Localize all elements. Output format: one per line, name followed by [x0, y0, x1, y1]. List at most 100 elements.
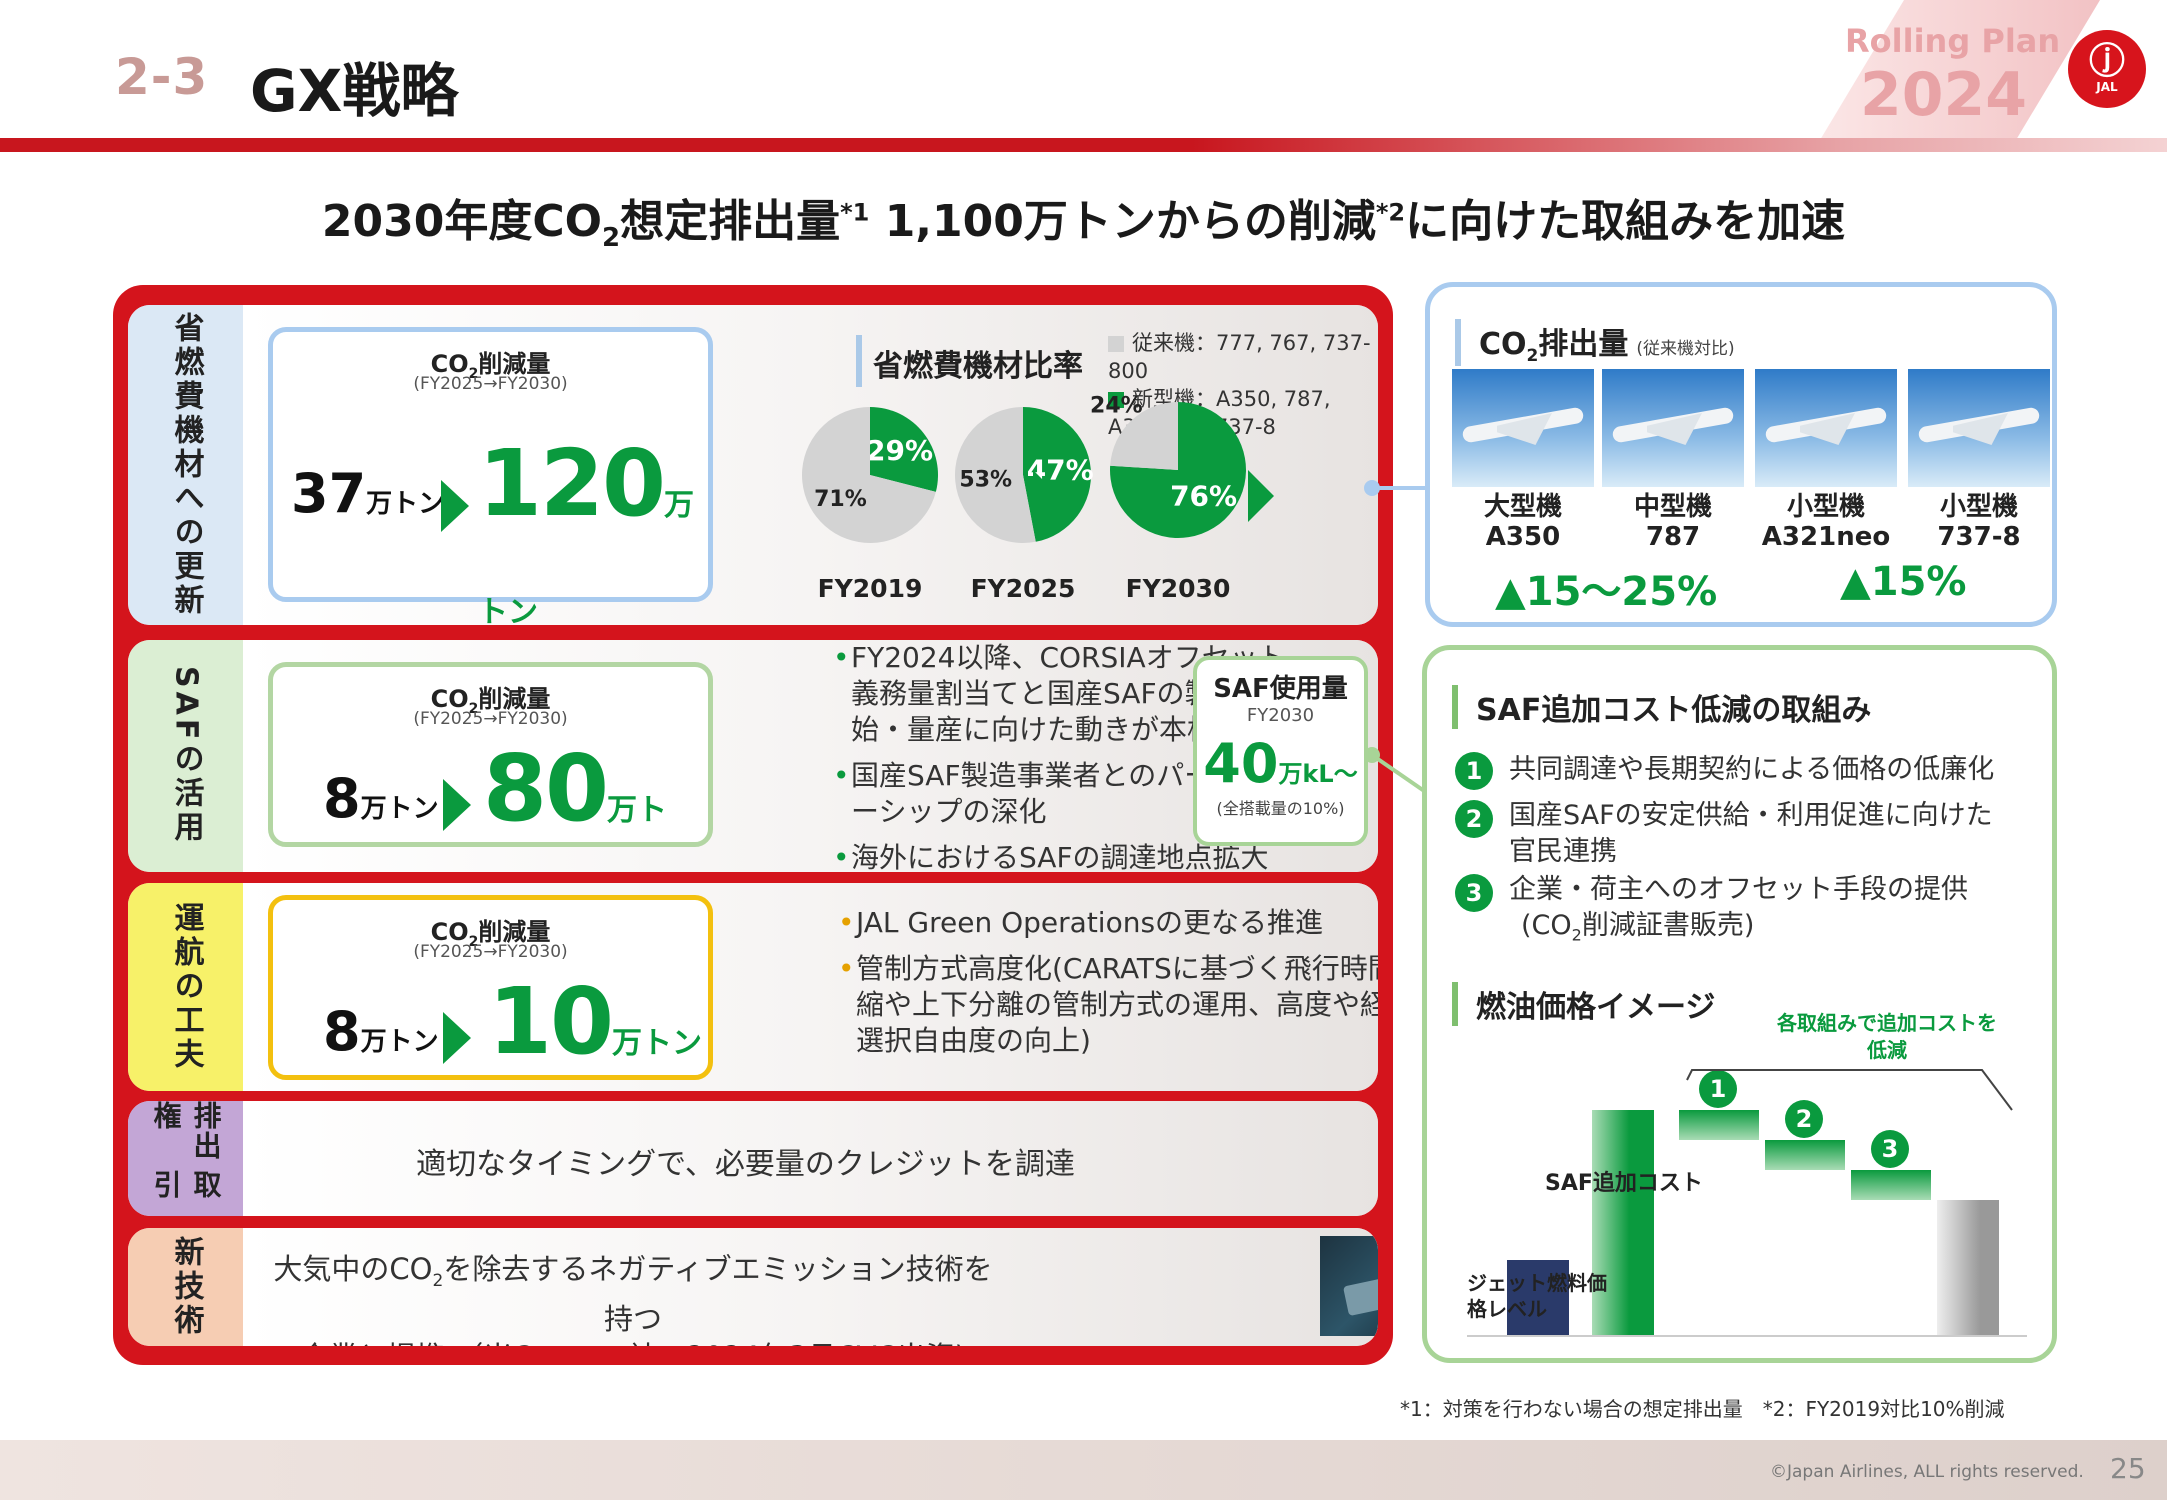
pie-value-label: 53% — [959, 468, 1012, 493]
ratio-title: 省燃費機材比率 — [873, 349, 1083, 384]
chart-step-2: 2 — [1785, 1100, 1823, 1138]
plane-caption: 大型機 A350 — [1483, 492, 1562, 552]
heading-bar — [856, 335, 862, 387]
box-period: (FY2025→FY2030) — [413, 374, 568, 394]
row-body: CO2削減量 (FY2025→FY2030) 8万トン 10万トン JAL Gr… — [243, 883, 1378, 1091]
box-title: CO2削減量 — [430, 350, 551, 382]
chart-step-3: 3 — [1871, 1130, 1909, 1168]
connector-lines — [1364, 480, 1432, 797]
connector-line — [1370, 753, 1432, 797]
reduction-from: 8万トン — [323, 767, 439, 830]
list-item: 海外におけるSAFの調達地点拡大 — [833, 840, 1293, 872]
jet-fuel-bar — [1507, 1260, 1569, 1335]
reduction-small: ▲15% — [1840, 559, 1967, 605]
box-period: (FY2025→FY2030) — [413, 942, 568, 962]
pie-slice — [1110, 402, 1178, 470]
saf-cost-label: SAF追加コスト — [1545, 1171, 1703, 1196]
fuel-price-title: 燃油価格イメージ — [1452, 982, 1715, 1026]
usage-note: (全搭載量の10%) — [1216, 799, 1345, 818]
reduction-to: 120万トン — [478, 430, 695, 625]
plane-photo-737-8 — [1908, 369, 2050, 487]
captura-photo — [1320, 1236, 1378, 1336]
list-item: JAL Green Operationsの更なる推進 — [838, 905, 1378, 941]
saf-usage-box: SAF使用量 FY2030 40万kL〜 (全搭載量の10%) — [1193, 656, 1368, 846]
footnote: *1：対策を行わない場合の想定排出量 *2：FY2019対比10%削減 — [1400, 1397, 2005, 1421]
co2-reduction-box: CO2削減量 (FY2025→FY2030) 37万トン 120万トン — [268, 327, 713, 625]
reduction-from: 37万トン — [291, 462, 445, 525]
row-label: 運航の工夫 — [128, 883, 243, 1091]
box-title: CO2削減量 — [430, 918, 551, 950]
jal-logo: ⓙ JAL — [2068, 30, 2146, 108]
plane-caption: 小型機 737-8 — [1937, 492, 2021, 552]
pie-year-label: FY2025 — [971, 574, 1076, 603]
reduction-to: 80万トン〜 — [483, 735, 668, 842]
legend-old: 従来機：777, 767, 737-800 — [1108, 331, 1371, 383]
chevron-right-icon — [1248, 470, 1274, 522]
page-number: 25 — [2110, 1452, 2146, 1485]
plane-caption: 小型機 A321neo — [1761, 492, 1891, 552]
step-number: 1 — [1455, 752, 1493, 790]
row-body: CO2削減量 (FY2025→FY2030) 8万トン 80万トン〜 FY202… — [243, 640, 1378, 872]
usage-amount: 40万kL〜 — [1203, 732, 1358, 795]
section-title: GX戦略 — [250, 57, 459, 125]
row-body: 大気中のCO2を除去するネガティブエミッション技術を持つ 企業と提携 （米Cap… — [243, 1228, 1378, 1346]
arrow-icon — [443, 779, 471, 831]
saf-cost-panel: SAF追加コスト低減の取組み 1 共同調達や長期契約による価格の低廉化 2 国産… — [1422, 645, 2057, 1363]
section-number: 2-3 — [115, 48, 209, 106]
copyright: ©Japan Airlines, ALL rights reserved. — [1770, 1462, 2084, 1482]
step-number: 3 — [1455, 874, 1493, 912]
chart-bracket — [1686, 1069, 2013, 1111]
panel-title: SAF追加コスト低減の取組み — [1452, 685, 1871, 729]
connector-dot — [1364, 480, 1380, 496]
row-label: SAFの活用 — [128, 640, 243, 872]
pie-slice — [870, 407, 938, 492]
vessel-shape — [1342, 1265, 1378, 1317]
step-number: 2 — [1455, 800, 1493, 838]
jet-fuel-label: ジェット燃料価格レベル — [1467, 1271, 1607, 1321]
step-text: 国産SAFの安定供給・利用促進に向けた官民連携 — [1509, 800, 1993, 867]
reduction-step-1 — [1679, 1110, 1759, 1140]
row-label: 新技術 — [128, 1228, 243, 1346]
arrow-icon — [443, 1012, 471, 1064]
row-credit: 排出権 取引 適切なタイミングで、必要量のクレジットを調達 — [128, 1101, 1378, 1216]
pie-slice — [802, 407, 936, 543]
row-body: 適切なタイミングで、必要量のクレジットを調達 — [243, 1101, 1378, 1216]
usage-title: SAF使用量 — [1213, 674, 1348, 704]
plan-year: 2024 — [1860, 60, 2027, 130]
chevron-right-icon — [1033, 470, 1059, 522]
reduction-step-3 — [1851, 1170, 1931, 1200]
pie-value-label: 29% — [866, 434, 933, 467]
pie-value-label: 24% — [1090, 393, 1143, 418]
arrow-icon — [441, 480, 469, 532]
pie-value-label: 76% — [1170, 479, 1237, 512]
co2-reduction-box: CO2削減量 (FY2025→FY2030) 8万トン 10万トン — [268, 895, 713, 1080]
plan-label: Rolling Plan — [1845, 22, 2061, 60]
crane-icon: ⓙ — [2088, 41, 2125, 82]
ops-bullets: JAL Green Operationsの更なる推進 管制方式高度化(CARAT… — [838, 905, 1378, 1069]
pie-year-label: FY2019 — [818, 574, 923, 603]
box-title: CO2削減量 — [430, 685, 551, 717]
row-new-tech: 新技術 大気中のCO2を除去するネガティブエミッション技術を持つ 企業と提携 （… — [128, 1228, 1378, 1346]
reduction-large: ▲15〜25% — [1495, 569, 1718, 615]
chart-baseline — [1467, 1335, 2027, 1337]
row-operations: 運航の工夫 CO2削減量 (FY2025→FY2030) 8万トン 10万トン … — [128, 883, 1378, 1091]
reduction-to: 10万トン — [488, 968, 703, 1075]
reduction-step-2 — [1765, 1140, 1845, 1170]
pie-year-label: FY2030 — [1126, 574, 1231, 603]
plane-caption: 中型機 787 — [1633, 492, 1712, 552]
legend-swatch — [1108, 336, 1124, 352]
tech-text: 大気中のCO2を除去するネガティブエミッション技術を持つ 企業と提携 （米Cap… — [273, 1252, 993, 1346]
logo-text: JAL — [2096, 80, 2118, 94]
list-item: 管制方式高度化(CARATSに基づく飛行時間の短縮や上下分離の管制方式の運用、高… — [838, 951, 1378, 1059]
page-headline: 2030年度CO2想定排出量*1 1,100万トンからの削減*2に向けた取組みを… — [321, 196, 1846, 253]
plane-photo-787 — [1602, 369, 1744, 487]
plane-photo-a321neo — [1755, 369, 1897, 487]
header-bar — [0, 138, 2167, 152]
reduction-from: 8万トン — [323, 1000, 439, 1063]
co2-emission-panel: CO2排出量 (従来機対比) 大型機 A350 中型機 787 小型機 A321neo … — [1425, 282, 2057, 627]
bracket-line — [1686, 1069, 2013, 1111]
credit-text: 適切なタイミングで、必要量のクレジットを調達 — [416, 1147, 1075, 1182]
row-body: CO2削減量 (FY2025→FY2030) 37万トン 120万トン 省燃費機… — [243, 305, 1378, 625]
chart-step-1: 1 — [1699, 1070, 1737, 1108]
